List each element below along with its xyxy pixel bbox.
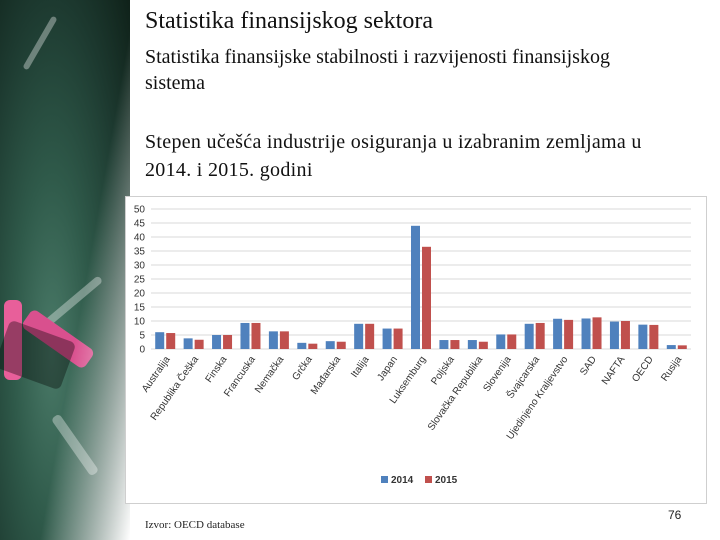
bar-2015	[478, 341, 488, 349]
bar-2014	[325, 341, 335, 349]
x-tick-label: Finska	[204, 354, 230, 385]
y-tick-label: 50	[134, 205, 146, 216]
x-tick-label: Italija	[349, 354, 372, 380]
y-tick-label: 5	[139, 331, 145, 342]
y-tick-label: 10	[134, 317, 146, 328]
x-tick-label: Grčka	[290, 354, 315, 383]
bar-2014	[212, 335, 222, 349]
bar-2015	[507, 334, 517, 349]
bar-2014	[297, 342, 307, 349]
chart-container: 0 5 10 15 20 25 30 35 40 45 50 Australija Republika …	[125, 196, 707, 504]
y-tick-label: 20	[134, 289, 146, 300]
pink-chalk	[4, 300, 22, 380]
y-tick-label: 45	[134, 219, 146, 230]
legend-label: 2015	[435, 475, 458, 486]
bar-2015	[620, 321, 630, 349]
bar-2015	[308, 343, 318, 349]
bar-2014	[496, 334, 506, 349]
y-tick-label: 15	[134, 303, 146, 314]
bar-2015	[279, 331, 289, 349]
bar-2014	[467, 340, 477, 349]
bar-2015	[166, 333, 176, 349]
bar-2015	[422, 246, 431, 349]
bar-2015	[365, 323, 375, 349]
y-tick-label: 35	[134, 247, 146, 258]
bar-2015	[592, 317, 602, 349]
bar-2014	[638, 324, 648, 349]
bar-2015	[223, 335, 233, 349]
bar-2014	[439, 340, 449, 349]
bar-2014	[382, 328, 392, 349]
bar-2015	[677, 345, 687, 349]
y-tick-label: 0	[139, 345, 145, 356]
bar-2015	[194, 339, 204, 349]
bar-2015	[450, 340, 460, 349]
bar-2014	[354, 323, 364, 349]
page-number: 76	[668, 508, 682, 522]
x-tick-label: Poljska	[429, 354, 457, 387]
legend-swatch	[425, 476, 432, 483]
bar-2014	[240, 322, 250, 349]
chalkboard-image	[0, 0, 130, 540]
x-tick-label: OECD	[630, 354, 656, 384]
bar-2014	[183, 338, 193, 349]
slide-subtitle: Statistika finansijske stabilnosti i raz…	[145, 46, 610, 94]
x-tick-label: Nemačka	[253, 354, 286, 395]
bar-2015	[564, 319, 574, 349]
legend-label: 2014	[391, 475, 414, 486]
bar-2014	[553, 318, 563, 349]
bar-2015	[393, 328, 403, 349]
x-tick-label: Republika Češka	[147, 353, 201, 423]
bar-2014	[524, 323, 534, 349]
bar-2014	[155, 332, 165, 349]
slide-title: Statistika finansijskog sektora	[145, 8, 433, 34]
x-tick-label: Slovačka Republika	[426, 354, 486, 433]
bar-2015	[649, 324, 659, 349]
bar-2014	[268, 331, 278, 349]
bar-2015	[336, 341, 346, 349]
bar-2015	[535, 322, 545, 349]
chart-heading: Stepen učešća industrije osiguranja u iz…	[145, 131, 642, 181]
x-tick-label: Japan	[375, 354, 400, 383]
bar-2014	[411, 225, 420, 349]
bar-2014	[609, 321, 619, 349]
legend-swatch	[381, 476, 388, 483]
x-tick-label: NAFTA	[600, 354, 628, 387]
y-tick-label: 25	[134, 275, 146, 286]
source-note: Izvor: OECD database	[145, 519, 245, 531]
y-tick-label: 30	[134, 261, 146, 272]
bar-chart: 05101520253035404550AustralijaRepublika …	[134, 205, 691, 486]
x-tick-label: SAD	[578, 354, 599, 377]
bar-2015	[251, 322, 261, 349]
x-tick-label: Rusija	[659, 354, 684, 383]
bar-2014	[666, 345, 676, 349]
bar-2014	[581, 318, 591, 349]
y-tick-label: 40	[134, 233, 146, 244]
pink-chalk	[20, 308, 96, 370]
